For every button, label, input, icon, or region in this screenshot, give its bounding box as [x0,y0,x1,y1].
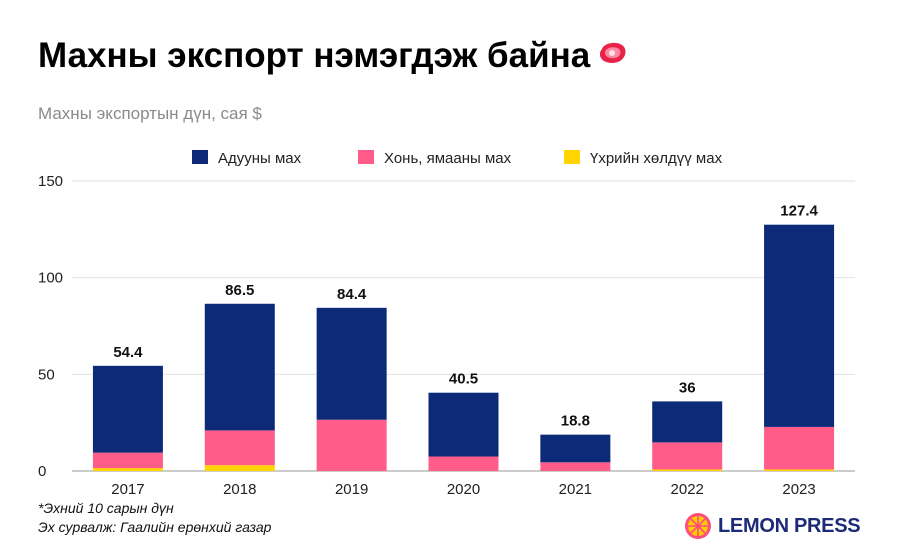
chart-labels: 54.4 2017 86.5 2018 84.4 2019 40.5 2020 18.8 2021… [111,203,818,498]
bar-segment-2017-2 [92,365,163,453]
total-label-2020: 40.5 [449,371,478,388]
y-tick-label: 0 [38,463,46,480]
bar-segment-2022-2 [652,401,723,443]
x-tick-label-2018: 2018 [223,481,256,498]
legend-swatch-2 [564,150,580,164]
y-tick-label: 150 [38,173,63,190]
total-label-2017: 54.4 [113,344,143,361]
brand-logo[interactable]: LEMON PRESS [684,512,861,540]
total-label-2019: 84.4 [337,286,367,303]
bar-segment-2022-1 [652,442,723,470]
y-tick-label: 50 [38,366,55,383]
total-label-2022: 36 [679,379,696,396]
x-tick-label-2022: 2022 [671,481,704,498]
bar-segment-2019-1 [316,419,387,471]
legend-label-0: Адууны мах [218,150,302,167]
bar-segment-2017-0 [92,468,163,471]
chart-subtitle: Махны экспортын дүн, сая $ [38,104,262,123]
x-tick-label-2021: 2021 [559,481,592,498]
meat-steak-icon [600,42,626,63]
x-tick-label-2017: 2017 [111,481,144,498]
x-tick-label-2019: 2019 [335,481,368,498]
bar-segment-2017-1 [92,452,163,469]
chart: Адууны мах Хонь, ямааны мах Үхрийн хөлдүү … [38,150,855,498]
bar-segment-2021-1 [540,462,611,471]
chart-bars [92,224,835,471]
bar-segment-2023-0 [764,469,835,471]
bar-segment-2021-2 [540,434,611,463]
total-label-2023: 127.4 [780,203,818,220]
bar-segment-2019-2 [316,307,387,420]
bar-segment-2020-2 [428,392,499,457]
y-tick-label: 100 [38,270,63,287]
chart-legend: Адууны мах Хонь, ямааны мах Үхрийн хөлдүү … [192,150,723,167]
x-tick-label-2020: 2020 [447,481,480,498]
legend-swatch-0 [192,150,208,164]
bar-segment-2023-1 [764,426,835,470]
legend-swatch-1 [358,150,374,164]
footnote: *Эхний 10 сарын дүн [38,500,174,516]
page-title: Махны экспорт нэмэгдэж байна [38,36,628,76]
total-label-2018: 86.5 [225,282,254,299]
lemon-slice-icon [685,513,711,539]
x-tick-label-2023: 2023 [782,481,815,498]
bar-segment-2018-0 [204,465,275,471]
legend-label-1: Хонь, ямааны мах [384,150,512,167]
bar-segment-2018-2 [204,303,275,431]
total-label-2021: 18.8 [561,413,590,430]
bar-segment-2023-2 [764,224,835,427]
bar-segment-2018-1 [204,430,275,466]
legend-label-2: Үхрийн хөлдүү мах [590,150,723,167]
source-note: Эх сурвалж: Гаалийн ерөнхий газар [38,519,272,535]
brand-name: LEMON PRESS [718,514,861,537]
bar-segment-2022-0 [652,469,723,471]
page-title-text: Махны экспорт нэмэгдэж байна [38,36,591,75]
bar-segment-2020-1 [428,456,499,471]
